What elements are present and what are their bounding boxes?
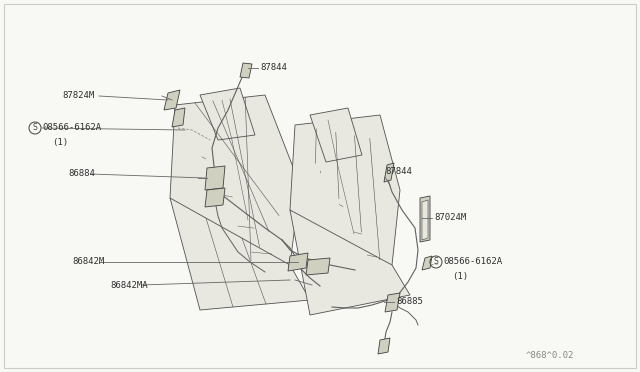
Text: (1): (1) [52,138,68,147]
Polygon shape [290,115,400,278]
Text: 86885: 86885 [396,298,423,307]
Polygon shape [164,90,180,110]
Text: S: S [33,124,37,132]
Polygon shape [420,196,430,242]
Polygon shape [172,108,185,127]
Polygon shape [200,88,255,140]
Polygon shape [240,63,252,78]
Text: 08566-6162A: 08566-6162A [443,257,502,266]
Polygon shape [378,338,390,354]
Text: 86842M: 86842M [72,257,104,266]
Text: 87844: 87844 [385,167,412,176]
Polygon shape [170,198,310,310]
Text: 08566-6162A: 08566-6162A [42,124,101,132]
Polygon shape [385,293,400,312]
Text: ^868^0.02: ^868^0.02 [526,352,574,360]
Text: 86884: 86884 [68,170,95,179]
Text: 87024M: 87024M [434,214,467,222]
Text: 87824M: 87824M [62,92,94,100]
Text: S: S [434,257,438,266]
Polygon shape [384,163,394,182]
Polygon shape [205,166,225,190]
Polygon shape [422,200,428,240]
Polygon shape [290,210,410,315]
Polygon shape [422,256,432,270]
Polygon shape [306,258,330,275]
Polygon shape [288,253,308,271]
Polygon shape [170,95,300,278]
Text: (1): (1) [452,272,468,280]
Text: 87844: 87844 [260,64,287,73]
Polygon shape [205,188,225,207]
Text: 86842MA: 86842MA [110,280,148,289]
Polygon shape [310,108,362,162]
